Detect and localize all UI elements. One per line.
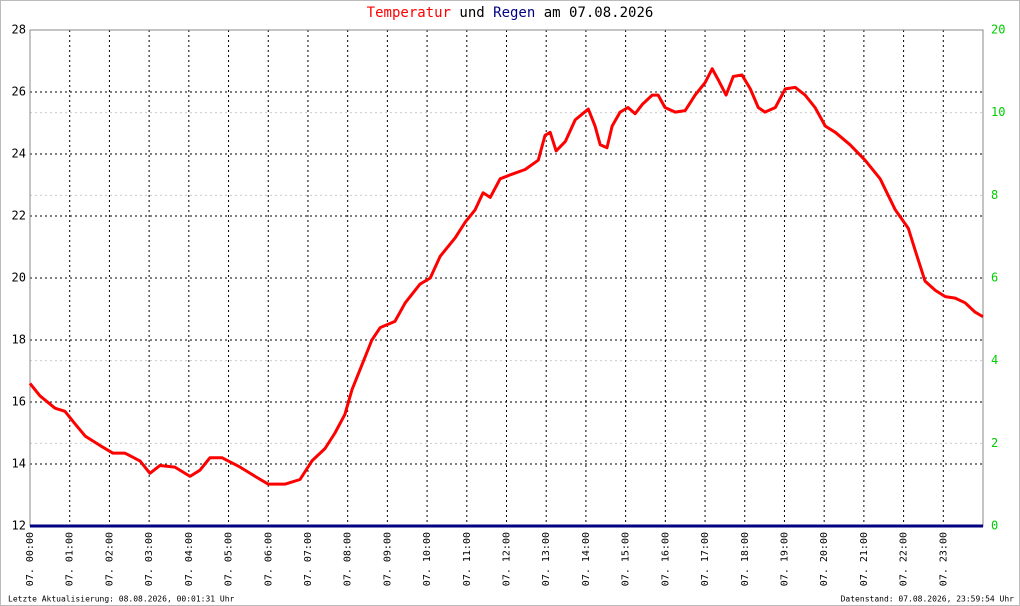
y2-tick-label: 2 bbox=[991, 436, 998, 450]
title-series-2: Regen bbox=[493, 5, 535, 21]
x-tick-label: 07. 21:00 bbox=[859, 532, 870, 586]
y2-tick-label: 6 bbox=[991, 271, 998, 285]
x-tick-label: 07. 10:00 bbox=[422, 532, 433, 586]
x-tick-label: 07. 22:00 bbox=[899, 532, 910, 586]
x-tick-label: 07. 07:00 bbox=[303, 532, 314, 586]
y2-tick-label: 8 bbox=[991, 188, 998, 202]
y2-tick-label: 4 bbox=[991, 353, 998, 367]
x-tick-label: 07. 00:00 bbox=[25, 532, 36, 586]
x-tick-label: 07. 14:00 bbox=[581, 532, 592, 586]
y-tick-label: 18 bbox=[12, 333, 26, 347]
footer-left: Letzte Aktualisierung: 08.08.2026, 00:01… bbox=[8, 595, 235, 604]
x-tick-label: 07. 13:00 bbox=[541, 532, 552, 586]
y-tick-label: 26 bbox=[12, 85, 26, 99]
title-connector: am 07.08.2026 bbox=[544, 5, 654, 21]
y-tick-label: 14 bbox=[12, 457, 26, 471]
x-tick-label: 07. 23:00 bbox=[938, 532, 949, 586]
x-tick-label: 07. 15:00 bbox=[621, 532, 632, 586]
y-tick-label: 24 bbox=[12, 147, 26, 161]
y-tick-label: 20 bbox=[12, 271, 26, 285]
x-tick-label: 07. 11:00 bbox=[462, 532, 473, 586]
x-tick-label: 07. 03:00 bbox=[144, 532, 155, 586]
line-series bbox=[28, 67, 984, 486]
y-tick-label: 16 bbox=[12, 395, 26, 409]
chart-title: Temperatur und Regen am 07.08.2026 bbox=[367, 5, 654, 21]
y2-tick-label: 10 bbox=[991, 105, 1005, 119]
x-tick-label: 07. 05:00 bbox=[224, 532, 235, 586]
title-series-1: Temperatur bbox=[367, 5, 451, 21]
x-tick-label: 07. 09:00 bbox=[382, 532, 393, 586]
x-tick-label: 07. 04:00 bbox=[184, 532, 195, 586]
title-connector: und bbox=[459, 5, 484, 21]
x-tick-label: 07. 19:00 bbox=[779, 532, 790, 586]
x-tick-label: 07. 17:00 bbox=[700, 532, 711, 586]
x-tick-label: 07. 16:00 bbox=[660, 532, 671, 586]
y-tick-label: 12 bbox=[12, 519, 26, 533]
x-tick-label: 07. 18:00 bbox=[740, 532, 751, 586]
footer-right: Datenstand: 07.08.2026, 23:59:54 Uhr bbox=[841, 595, 1015, 604]
y2-tick-label: 0 bbox=[991, 519, 998, 533]
x-tick-label: 07. 20:00 bbox=[819, 532, 830, 586]
x-tick-label: 07. 02:00 bbox=[104, 532, 115, 586]
y2-tick-label: 20 bbox=[991, 23, 1005, 37]
x-tick-label: 07. 01:00 bbox=[65, 532, 76, 586]
x-tick-label: 07. 06:00 bbox=[263, 532, 274, 586]
x-tick-label: 07. 12:00 bbox=[502, 532, 513, 586]
y-tick-label: 28 bbox=[12, 23, 26, 37]
x-tick-label: 07. 08:00 bbox=[343, 532, 354, 586]
y-tick-label: 22 bbox=[12, 209, 26, 223]
